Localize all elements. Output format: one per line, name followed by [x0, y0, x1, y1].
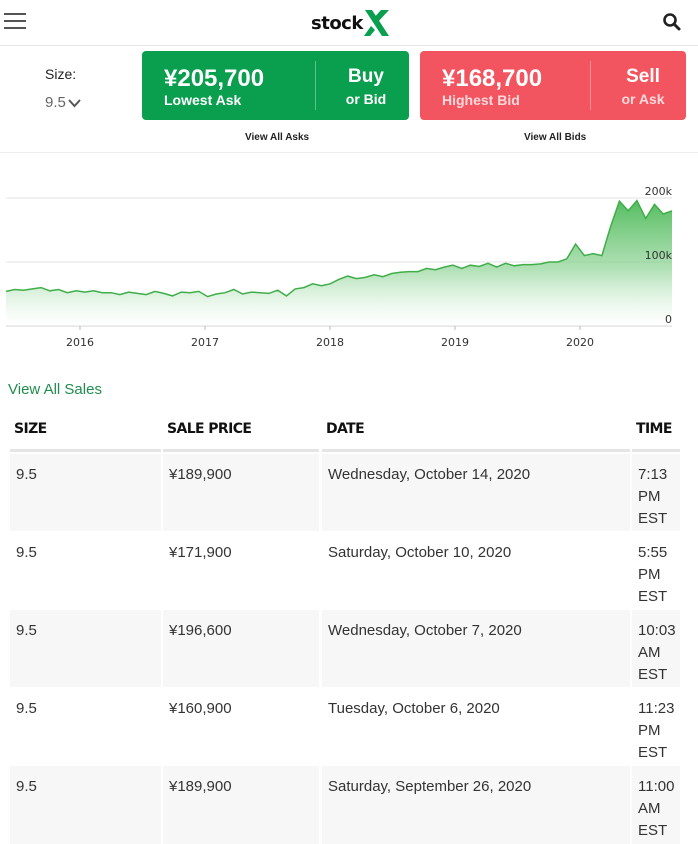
stockx-logo[interactable]: stock	[311, 6, 391, 40]
view-all-asks-link[interactable]: View All Asks	[245, 132, 310, 143]
size-label: Size:	[45, 66, 77, 82]
view-all-bids-link[interactable]: View All Bids	[524, 132, 587, 143]
or-ask-label: or Ask	[621, 91, 665, 107]
table-cell: 9.5	[16, 700, 37, 717]
table-cell: Saturday, October 10, 2020	[328, 544, 512, 561]
button-divider	[315, 61, 316, 110]
section-divider	[0, 152, 698, 153]
table-cell: 9.5	[10, 610, 161, 687]
column-header: TIME	[632, 412, 680, 452]
button-divider	[590, 61, 591, 110]
table-cell: Wednesday, October 7, 2020	[322, 610, 630, 687]
y-tick-label: 100k	[645, 249, 673, 262]
column-header: SALE PRICE	[163, 412, 319, 452]
size-value: 9.5	[45, 94, 66, 111]
table-cell: ¥171,900	[169, 544, 232, 561]
column-header: DATE	[322, 412, 630, 452]
x-tick-label: 2019	[441, 336, 469, 349]
highest-bid-label: Highest Bid	[442, 92, 520, 108]
table-cell: ¥196,600	[163, 610, 319, 687]
or-bid-label: or Bid	[345, 91, 387, 107]
logo-text: stock	[311, 12, 363, 34]
table-cell: 10:03 AM EST	[632, 610, 680, 687]
view-all-sales-link[interactable]: View All Sales	[8, 381, 102, 398]
y-tick-label: 200k	[645, 185, 673, 198]
logo-x-icon	[363, 10, 389, 36]
sell-button[interactable]: ¥168,700 Highest Bid Sell or Ask	[420, 51, 686, 120]
column-header: SIZE	[10, 412, 161, 452]
size-select[interactable]: 9.5	[45, 94, 81, 111]
table-cell: 5:55 PM EST	[638, 544, 668, 605]
table-cell: ¥189,900	[163, 454, 319, 531]
x-tick-label: 2018	[316, 336, 344, 349]
table-cell: Wednesday, October 14, 2020	[322, 454, 630, 531]
table-cell: 9.5	[16, 544, 37, 561]
table-cell: 7:13 PM EST	[632, 454, 680, 531]
x-tick-label: 2016	[66, 336, 94, 349]
price-line	[5, 199, 673, 298]
table-cell: Saturday, September 26, 2020	[322, 766, 630, 844]
search-icon[interactable]	[662, 12, 682, 32]
x-tick-label: 2020	[566, 336, 594, 349]
hamburger-menu-icon[interactable]	[4, 12, 26, 30]
buy-button[interactable]: ¥205,700 Lowest Ask Buy or Bid	[142, 51, 409, 120]
table-cell: ¥189,900	[163, 766, 319, 844]
sell-label: Sell	[626, 66, 660, 87]
table-cell: 11:00 AM EST	[632, 766, 680, 844]
chevron-down-icon	[68, 98, 81, 107]
price-area	[6, 200, 672, 326]
y-tick-label: 0	[665, 313, 672, 326]
highest-bid-price: ¥168,700	[442, 65, 543, 92]
price-history-chart: 200k 100k 0 2016 2017 2018 2019 2020	[5, 185, 673, 349]
table-cell: Tuesday, October 6, 2020	[328, 700, 500, 717]
top-header: stock	[0, 0, 698, 46]
table-cell: ¥160,900	[169, 700, 232, 717]
x-tick-label: 2017	[191, 336, 219, 349]
lowest-ask-price: ¥205,700	[164, 65, 265, 92]
table-cell: 11:23 PM EST	[638, 700, 675, 761]
table-cell: 9.5	[10, 766, 161, 844]
table-cell: 9.5	[10, 454, 161, 531]
lowest-ask-label: Lowest Ask	[164, 92, 242, 108]
buy-label: Buy	[348, 66, 384, 87]
